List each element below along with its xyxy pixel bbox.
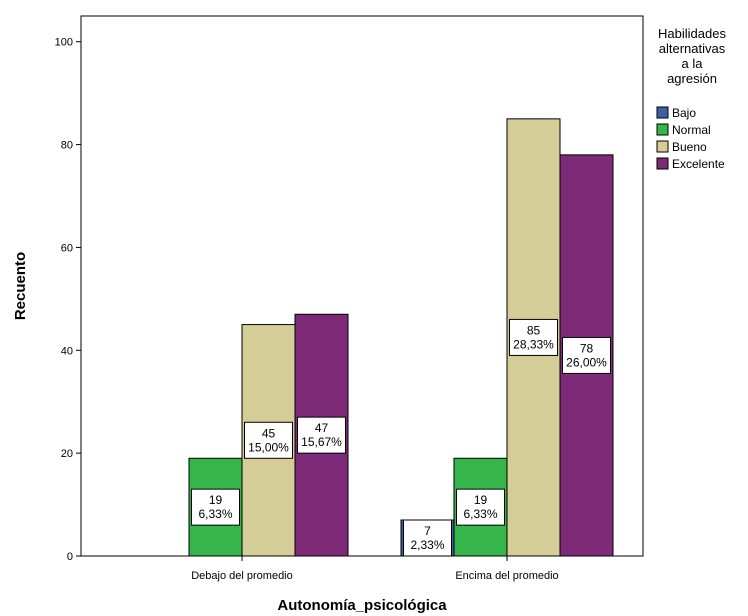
data-label-box xyxy=(456,488,505,526)
y-tick-label: 60 xyxy=(61,242,73,254)
data-label-box xyxy=(509,318,558,356)
legend-swatch-bueno xyxy=(656,140,669,153)
y-tick-label: 80 xyxy=(61,140,73,152)
data-label-percent: 15,00% xyxy=(248,440,289,454)
data-label-count: 19 xyxy=(474,493,488,507)
data-label-box xyxy=(191,488,240,526)
legend-swatch-excelente xyxy=(656,157,669,170)
data-label-box xyxy=(297,416,346,454)
y-tick-label: 40 xyxy=(61,345,73,357)
legend-swatch-bajo xyxy=(656,106,669,119)
y-tick-label: 0 xyxy=(67,551,73,563)
legend-label-normal: Normal xyxy=(672,123,711,137)
x-tick-label: Encima del promedio xyxy=(455,570,558,582)
legend-label-bueno: Bueno xyxy=(672,140,707,154)
legend-swatch-normal xyxy=(656,123,669,136)
data-label-count: 85 xyxy=(527,323,541,337)
legend-title-line-4: agresión xyxy=(667,71,717,86)
data-label-percent: 28,33% xyxy=(513,337,554,351)
data-label-percent: 2,33% xyxy=(410,538,444,552)
legend-title-line-3: a la xyxy=(682,56,704,71)
data-label-box xyxy=(244,421,293,459)
data-label-percent: 6,33% xyxy=(463,507,497,521)
data-label-bajo-2: 72,33% xyxy=(403,519,452,557)
data-label-normal-1: 196,33% xyxy=(191,488,240,526)
data-label-normal-2: 196,33% xyxy=(456,488,505,526)
legend-label-bajo: Bajo xyxy=(672,106,696,120)
data-label-count: 45 xyxy=(262,426,276,440)
data-label-count: 78 xyxy=(580,341,594,355)
data-label-percent: 6,33% xyxy=(198,507,232,521)
data-label-count: 47 xyxy=(315,421,329,435)
legend: Habilidades alternativas a la agresión B… xyxy=(656,26,726,171)
legend-label-excelente: Excelente xyxy=(672,157,725,171)
legend-title-line-2: alternativas xyxy=(659,41,726,56)
y-axis-title: Recuento xyxy=(12,252,29,320)
data-label-count: 19 xyxy=(209,493,223,507)
data-label-box xyxy=(562,336,611,374)
data-label-percent: 15,67% xyxy=(301,435,342,449)
data-label-count: 7 xyxy=(424,524,431,538)
y-tick-label: 100 xyxy=(55,37,73,49)
data-label-percent: 26,00% xyxy=(566,355,607,369)
x-tick-label: Debajo del promedio xyxy=(191,570,293,582)
y-tick-label: 20 xyxy=(61,448,73,460)
x-axis-title: Autonomía_psicológica xyxy=(277,597,447,614)
data-label-box xyxy=(403,519,452,557)
legend-title-line-1: Habilidades xyxy=(658,26,726,41)
